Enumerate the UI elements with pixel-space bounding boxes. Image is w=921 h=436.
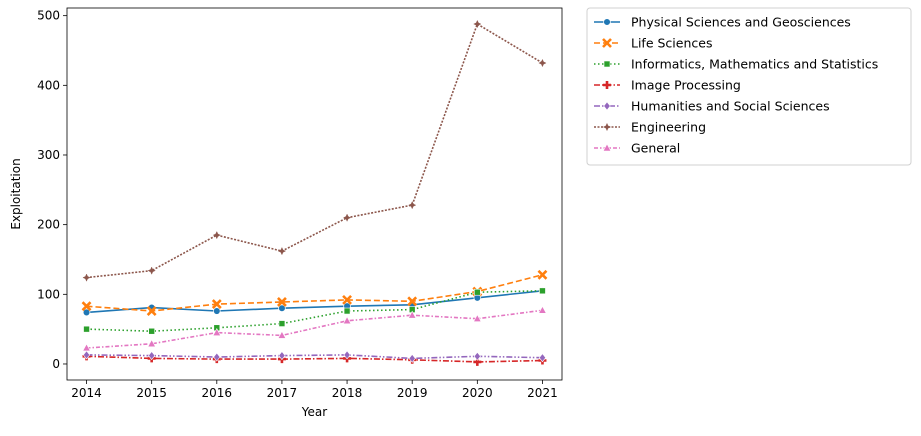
data-point-life-sciences-2018 [342,294,352,305]
plot-area [81,19,548,366]
data-point-informatics-mathematics-and-statistics-2015 [148,327,155,335]
data-point-general-2019 [407,310,417,319]
legend-item-informatics-mathematics-and-statistics: Informatics, Mathematics and Statistics [594,57,878,72]
y-tick-label-400: 400 [37,78,60,92]
legend-label-informatics-mathematics-and-statistics: Informatics, Mathematics and Statistics [631,57,878,72]
x-tick-label-2015: 2015 [136,386,167,400]
data-point-life-sciences-2021 [537,269,548,280]
series-line-physical-sciences-and-geosciences [86,290,543,314]
legend-item-humanities-and-social-sciences: Humanities and Social Sciences [594,99,830,114]
legend-item-physical-sciences-and-geosciences: Physical Sciences and Geosciences [594,15,851,30]
data-point-humanities-and-social-sciences-2014 [82,350,91,360]
data-point-informatics-mathematics-and-statistics-2020 [474,288,481,296]
y-tick-label-500: 500 [37,9,60,23]
data-point-humanities-and-social-sciences-2017 [278,351,286,361]
series-engineering [82,19,547,282]
data-point-life-sciences-2016 [211,299,222,309]
legend-label-physical-sciences-and-geosciences: Physical Sciences and Geosciences [631,15,851,30]
data-point-humanities-and-social-sciences-2019 [408,353,416,363]
legend: Physical Sciences and Geosciences Life Sc… [586,7,912,166]
data-point-informatics-mathematics-and-statistics-2014 [83,325,90,333]
x-tick-label-2021: 2021 [527,386,558,400]
data-point-life-sciences-2015 [146,306,157,316]
legend-marker-informatics-mathematics-and-statistics [603,60,611,68]
data-point-general-2016 [212,328,222,336]
legend-marker-general [602,143,612,152]
data-point-humanities-and-social-sciences-2016 [213,352,221,362]
data-point-humanities-and-social-sciences-2015 [148,351,156,361]
data-point-physical-sciences-and-geosciences-2014 [82,308,91,317]
legend-label-engineering: Engineering [631,120,706,135]
data-point-general-2018 [342,316,352,325]
legend-marker-humanities-and-social-sciences [603,101,611,111]
legend-marker-life-sciences [602,38,612,48]
y-tick-label-300: 300 [37,148,60,162]
x-tick-label-2017: 2017 [267,386,298,400]
y-tick-label-100: 100 [37,287,60,301]
data-point-engineering-2017 [277,247,287,256]
legend-marker-engineering [602,122,612,132]
data-point-life-sciences-2019 [407,296,418,307]
x-tick-label-2020: 2020 [462,386,493,400]
data-point-humanities-and-social-sciences-2021 [538,353,547,363]
y-tick-label-0: 0 [52,357,60,371]
data-point-physical-sciences-and-geosciences-2016 [213,307,221,315]
series-line-engineering [86,23,543,279]
data-point-engineering-2021 [538,58,547,68]
data-point-general-2014 [82,343,91,352]
data-point-informatics-mathematics-and-statistics-2021 [539,287,546,295]
data-point-engineering-2019 [408,201,417,210]
data-point-humanities-and-social-sciences-2020 [473,351,481,361]
legend-label-life-sciences: Life Sciences [631,36,712,51]
data-point-general-2017 [277,330,287,339]
series-line-image-processing [86,355,543,363]
legend-marker-physical-sciences-and-geosciences [603,18,611,26]
data-point-humanities-and-social-sciences-2018 [343,350,351,360]
legend-label-humanities-and-social-sciences: Humanities and Social Sciences [631,99,830,114]
data-point-general-2020 [473,314,482,322]
legend-item-general: General [594,141,680,156]
data-point-engineering-2020 [473,19,482,29]
legend-box [586,7,912,166]
data-point-informatics-mathematics-and-statistics-2018 [343,307,351,315]
series-humanities-and-social-sciences [82,350,547,363]
legend-item-life-sciences: Life Sciences [594,36,712,51]
data-point-informatics-mathematics-and-statistics-2017 [278,320,286,327]
x-tick-label-2018: 2018 [332,386,363,400]
data-point-engineering-2015 [147,266,156,275]
series-general [82,305,547,352]
y-axis-label: Exploitation [9,158,23,229]
series-line-humanities-and-social-sciences [86,354,543,360]
series-line-life-sciences [86,274,543,312]
x-tick-label-2016: 2016 [202,386,233,400]
x-tick-label-2019: 2019 [397,386,428,400]
series-informatics-mathematics-and-statistics [83,287,546,335]
legend-marker-image-processing [603,81,611,89]
series-line-general [86,309,543,349]
legend-label-general: General [631,141,680,156]
data-point-life-sciences-2017 [277,297,287,307]
data-point-life-sciences-2014 [81,301,92,312]
y-tick-label-200: 200 [37,218,60,232]
data-point-engineering-2014 [82,273,91,282]
x-axis-label: Year [301,405,327,419]
legend-item-image-processing: Image Processing [594,78,741,93]
data-point-engineering-2018 [342,213,352,222]
data-point-physical-sciences-and-geosciences-2017 [278,304,286,312]
plot-frame [66,7,563,381]
data-point-engineering-2016 [212,231,221,240]
series-line-informatics-mathematics-and-statistics [86,290,543,333]
legend-label-image-processing: Image Processing [631,78,741,93]
x-tick-label-2014: 2014 [71,386,102,400]
data-point-general-2015 [147,339,156,348]
data-point-general-2021 [538,305,547,314]
legend-item-engineering: Engineering [594,120,706,135]
